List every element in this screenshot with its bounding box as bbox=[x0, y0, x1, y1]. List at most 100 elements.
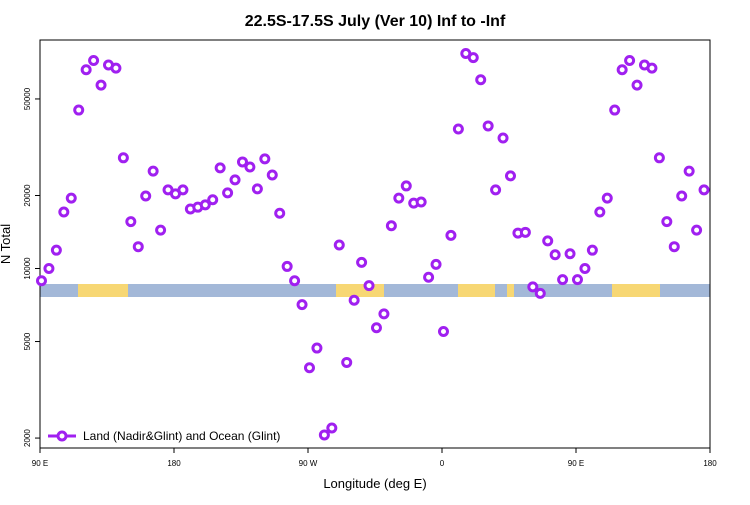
legend-label: Land (Nadir&Glint) and Ocean (Glint) bbox=[83, 429, 280, 443]
land-strip bbox=[336, 284, 384, 297]
data-point bbox=[363, 280, 375, 292]
data-point bbox=[199, 199, 211, 211]
data-point bbox=[378, 308, 390, 320]
data-point bbox=[676, 190, 688, 202]
data-point bbox=[58, 206, 70, 218]
data-point bbox=[281, 260, 293, 272]
data-point bbox=[668, 241, 680, 253]
data-point bbox=[601, 192, 613, 204]
data-point bbox=[80, 64, 92, 76]
data-point bbox=[661, 216, 673, 228]
land-strip bbox=[78, 284, 128, 297]
data-point bbox=[519, 226, 531, 238]
data-point bbox=[393, 192, 405, 204]
data-point bbox=[259, 153, 271, 165]
data-point bbox=[177, 184, 189, 196]
data-point bbox=[534, 287, 546, 299]
data-point bbox=[155, 224, 167, 236]
data-point bbox=[43, 263, 55, 275]
data-point bbox=[88, 55, 100, 67]
y-tick-label: 20000 bbox=[23, 184, 32, 207]
data-point bbox=[348, 294, 360, 306]
land-strip bbox=[458, 284, 495, 297]
data-point bbox=[95, 79, 107, 91]
data-point bbox=[341, 356, 353, 368]
data-point bbox=[452, 123, 464, 135]
data-point bbox=[326, 422, 338, 434]
data-point bbox=[385, 220, 397, 232]
data-point bbox=[125, 216, 137, 228]
data-point bbox=[251, 183, 263, 195]
data-point bbox=[303, 362, 315, 374]
data-point bbox=[289, 275, 301, 287]
x-tick-label: 180 bbox=[167, 459, 181, 468]
data-point bbox=[236, 156, 248, 168]
data-point bbox=[370, 322, 382, 334]
data-point bbox=[318, 429, 330, 441]
data-point bbox=[609, 104, 621, 116]
data-point bbox=[415, 196, 427, 208]
data-point bbox=[564, 248, 576, 260]
x-tick-label: 90 E bbox=[32, 459, 48, 468]
x-tick-label: 180 bbox=[703, 459, 717, 468]
data-point bbox=[140, 190, 152, 202]
data-point bbox=[549, 249, 561, 261]
data-point bbox=[467, 52, 479, 64]
y-tick-label: 10000 bbox=[23, 257, 32, 280]
y-tick-label: 2000 bbox=[23, 429, 32, 447]
y-axis-label: N Total bbox=[0, 224, 13, 264]
data-point bbox=[423, 271, 435, 283]
data-point bbox=[430, 258, 442, 270]
y-tick-label: 5000 bbox=[23, 332, 32, 350]
data-point bbox=[542, 235, 554, 247]
data-point bbox=[65, 192, 77, 204]
data-point bbox=[222, 187, 234, 199]
data-point bbox=[266, 169, 278, 181]
data-point bbox=[653, 152, 665, 164]
data-point bbox=[490, 184, 502, 196]
data-point bbox=[437, 325, 449, 337]
data-point bbox=[132, 241, 144, 253]
data-point bbox=[117, 152, 129, 164]
x-tick-label: 0 bbox=[440, 459, 445, 468]
data-point bbox=[482, 120, 494, 132]
data-point bbox=[207, 194, 219, 206]
data-point bbox=[557, 274, 569, 286]
data-point bbox=[504, 170, 516, 182]
data-point bbox=[527, 281, 539, 293]
data-point bbox=[631, 79, 643, 91]
data-point bbox=[50, 244, 62, 256]
data-point bbox=[691, 224, 703, 236]
data-point bbox=[229, 174, 241, 186]
data-point bbox=[333, 239, 345, 251]
data-point bbox=[616, 64, 628, 76]
legend-marker bbox=[56, 430, 68, 442]
x-axis-label: Longitude (deg E) bbox=[323, 476, 426, 491]
data-point bbox=[274, 207, 286, 219]
plot-frame bbox=[39, 39, 711, 449]
x-tick-label: 90 E bbox=[568, 459, 584, 468]
data-point bbox=[624, 55, 636, 67]
data-point bbox=[356, 256, 368, 268]
data-point bbox=[244, 161, 256, 173]
land-strip bbox=[507, 284, 514, 297]
data-point bbox=[586, 244, 598, 256]
data-point bbox=[571, 274, 583, 286]
data-point bbox=[73, 104, 85, 116]
x-tick-label: 90 W bbox=[299, 459, 318, 468]
land-strip bbox=[612, 284, 660, 297]
data-point bbox=[683, 165, 695, 177]
data-point bbox=[475, 74, 487, 86]
data-point bbox=[296, 299, 308, 311]
data-point bbox=[646, 62, 658, 74]
data-point bbox=[594, 206, 606, 218]
chart-title: 22.5S-17.5S July (Ver 10) Inf to -Inf bbox=[245, 13, 506, 30]
data-point bbox=[400, 180, 412, 192]
data-point bbox=[35, 275, 47, 287]
data-point bbox=[110, 62, 122, 74]
y-tick-label: 50000 bbox=[23, 87, 32, 110]
data-point bbox=[698, 184, 710, 196]
data-point bbox=[445, 229, 457, 241]
